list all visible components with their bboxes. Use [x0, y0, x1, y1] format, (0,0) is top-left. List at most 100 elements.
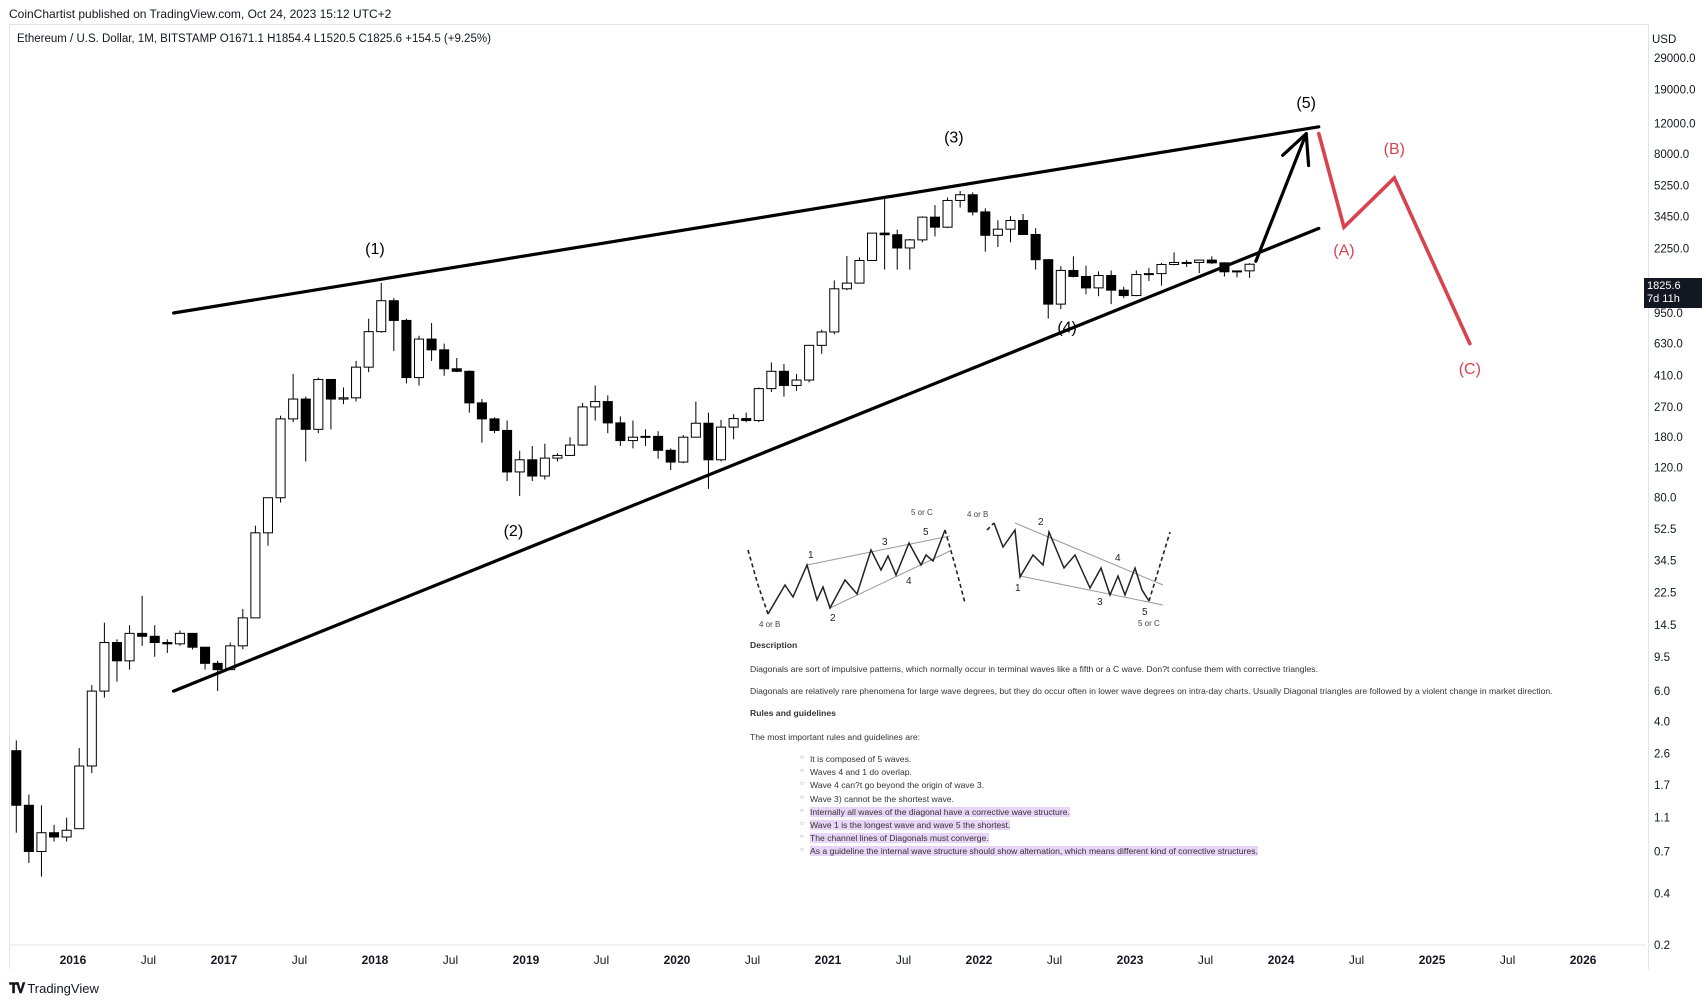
candle-body	[187, 632, 198, 648]
candle-body	[376, 300, 387, 333]
description-paragraph-2: Diagonals are relatively rare phenomena …	[750, 686, 1553, 696]
candle-body	[514, 459, 525, 473]
diagram-label-left-w4: 4	[906, 576, 912, 587]
candle-body	[854, 259, 865, 284]
rule-item-highlighted: The channel lines of Diagonals must conv…	[800, 833, 1630, 844]
wave-label: (5)	[1296, 95, 1316, 112]
candle-body	[904, 239, 915, 249]
candle-body	[124, 632, 135, 662]
candle-body	[955, 194, 966, 201]
last-price: 1825.6	[1647, 280, 1681, 292]
candle-body	[36, 832, 47, 852]
candle-body	[590, 401, 601, 408]
candle-body	[879, 232, 890, 236]
candle-body	[162, 642, 173, 645]
candle-body	[615, 422, 626, 442]
y-tick-label: 3450.0	[1654, 212, 1689, 224]
candle-body	[313, 378, 324, 430]
wave-label: (3)	[944, 130, 964, 147]
x-tick-label: Jul	[292, 953, 307, 967]
candle-body	[816, 331, 827, 346]
candle-body	[690, 422, 701, 438]
candle-body	[1018, 219, 1029, 235]
diagram-label-left-w2: 2	[830, 613, 836, 624]
candle-body	[753, 388, 764, 422]
candle-body	[627, 436, 638, 442]
description-heading: Description	[750, 640, 798, 650]
candle-body	[967, 194, 978, 213]
y-tick-label: 5250.0	[1654, 180, 1689, 192]
y-tick-label: 410.0	[1654, 371, 1683, 383]
candle-body	[703, 422, 714, 461]
candle-body	[716, 426, 727, 461]
candle-body	[476, 402, 487, 420]
y-tick-label: 22.5	[1654, 587, 1676, 599]
symbol-info[interactable]: Ethereum / U.S. Dollar, 1M, BITSTAMP O16…	[17, 33, 491, 45]
candle-body	[275, 418, 286, 499]
diagonal-diagram: 4 or B 1 2 3 4 5 5 or C 4 or B 1 2 3 4 5…	[747, 508, 1171, 629]
x-tick-label: Jul	[594, 953, 609, 967]
wave-label: (B)	[1384, 141, 1405, 158]
candle-body	[1106, 275, 1117, 291]
candle-body	[1231, 270, 1243, 273]
rule-item-highlighted: As a guideline the internal wave structu…	[800, 846, 1630, 857]
candle-body	[527, 459, 538, 477]
currency-label[interactable]: USD	[1652, 34, 1677, 46]
candle-body	[363, 331, 374, 368]
tradingview-icon: 𝐓𝐕	[9, 980, 25, 996]
y-tick-label: 8000.0	[1654, 149, 1689, 161]
candle-body	[351, 366, 362, 399]
y-tick-label: 29000.0	[1654, 53, 1696, 65]
candle-body	[237, 617, 248, 647]
candle-body	[867, 232, 878, 261]
candle-body	[1118, 289, 1129, 297]
candle-body	[338, 397, 349, 400]
candle-body	[413, 338, 425, 379]
y-tick-label: 19000.0	[1654, 84, 1696, 96]
candle-body	[804, 344, 815, 381]
x-tick-label: Jul	[896, 953, 911, 967]
diagram-label-right-w5: 5	[1142, 607, 1148, 618]
x-tick-label: Jul	[1198, 953, 1213, 967]
x-tick-label: 2020	[664, 953, 691, 967]
diagonal-trend-line	[172, 226, 1321, 693]
chart-frame	[9, 24, 1649, 969]
x-tick-label: Jul	[1047, 953, 1062, 967]
y-tick-label: 9.5	[1654, 652, 1670, 664]
candle-body	[401, 319, 412, 379]
x-tick-label: 2023	[1117, 953, 1144, 967]
candle-body	[288, 398, 299, 420]
tradingview-logo[interactable]: 𝐓𝐕 TradingView	[9, 980, 99, 997]
bar-countdown: 7d 11h	[1647, 293, 1680, 305]
candle-body	[61, 829, 72, 838]
candle-body	[1093, 275, 1104, 289]
y-tick-label: 0.2	[1654, 940, 1670, 952]
candle-body	[1055, 269, 1066, 305]
candle-body	[262, 497, 274, 534]
rule-item: Wave 4 can?t go beyond the origin of wav…	[800, 780, 1630, 790]
y-tick-label: 52.5	[1654, 524, 1676, 536]
x-tick-label: Jul	[1500, 953, 1515, 967]
y-tick-label: 6.0	[1654, 686, 1670, 698]
candle-body	[99, 642, 110, 692]
candle-body	[791, 379, 802, 386]
x-tick-label: Jul	[141, 953, 156, 967]
candle-body	[325, 378, 336, 400]
diagonal-description: Description Diagonals are sort of impuls…	[750, 640, 1630, 860]
wave-label: (4)	[1057, 320, 1077, 337]
y-tick-label: 0.7	[1654, 846, 1670, 858]
candle-body	[841, 282, 852, 290]
diagram-label-left-w3: 3	[882, 537, 888, 548]
x-tick-label: 2019	[513, 953, 540, 967]
candle-body	[212, 662, 223, 671]
candle-body	[766, 370, 777, 390]
candle-body	[137, 632, 148, 637]
x-tick-label: 2021	[815, 953, 842, 967]
diagram-label-right-w1: 1	[1015, 583, 1021, 594]
diagram-label-right-start: 4 or B	[967, 510, 988, 519]
candle-body	[300, 398, 311, 430]
x-tick-label: 2024	[1268, 953, 1295, 967]
candle-body	[1030, 233, 1041, 261]
candle-body	[640, 435, 651, 438]
